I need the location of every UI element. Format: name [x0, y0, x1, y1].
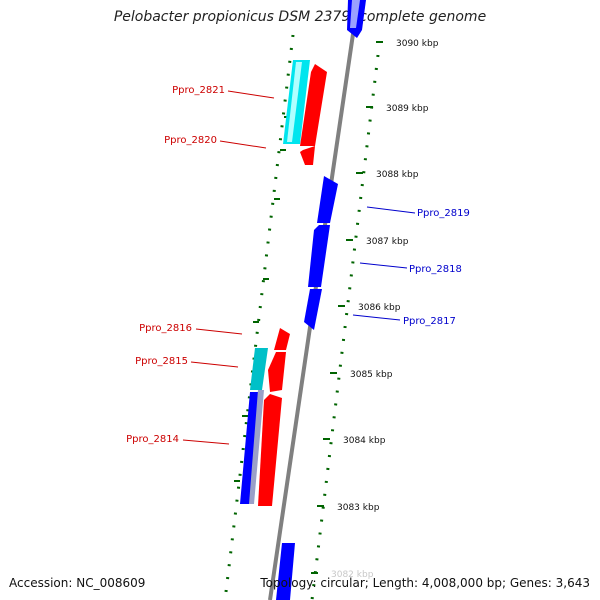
cds-reverse-top-highlight: [350, 0, 360, 28]
scale-label: 3086 kbp: [358, 303, 401, 313]
gene-label: Ppro_2821: [172, 85, 225, 96]
gene-label-leader: [195, 328, 243, 335]
scale-label: 3085 kbp: [350, 370, 393, 380]
rna-2821-highlight: [287, 62, 302, 142]
scale-label: 3087 kbp: [366, 237, 409, 247]
scale-label: 3084 kbp: [343, 436, 386, 446]
gene-label-leader: [190, 361, 239, 368]
cds-2818: [308, 225, 330, 287]
feature-layer: 3090 kbp 3089 kbp 3088 kbp 3087 kbp 3086 kbp…: [126, 0, 470, 600]
scale-label: 3088 kbp: [376, 170, 419, 180]
cds-2816: [274, 328, 290, 350]
gene-label-leader: [352, 314, 401, 321]
accession-label: Accession: NC_008609: [9, 576, 146, 590]
gene-label-leader: [227, 90, 275, 99]
gene-label-leader: [182, 439, 230, 445]
cds-2821: [300, 64, 327, 146]
gene-label: Ppro_2820: [164, 135, 217, 146]
cds-2819: [317, 176, 338, 223]
gene-label: Ppro_2817: [403, 316, 456, 327]
gene-label: Ppro_2819: [417, 208, 470, 219]
cds-2815: [268, 352, 286, 392]
scale-label: 3089 kbp: [386, 104, 429, 114]
cds-2817: [304, 289, 322, 330]
cds-2820: [300, 146, 315, 165]
genome-info-label: Topology: circular; Length: 4,008,000 bp…: [260, 576, 590, 590]
rna-2815: [250, 348, 268, 390]
cds-reverse-bottom: [276, 543, 295, 600]
gene-label-leader: [219, 140, 267, 149]
gene-label-leader: [359, 262, 408, 269]
map-title: Pelobacter propionicus DSM 2379, complet…: [113, 9, 487, 25]
gene-label: Ppro_2818: [409, 264, 462, 275]
gene-label: Ppro_2816: [139, 323, 192, 334]
gene-label-leader: [366, 206, 416, 214]
gene-label: Ppro_2815: [135, 356, 188, 367]
gene-label: Ppro_2814: [126, 434, 179, 445]
scale-label: 3083 kbp: [337, 503, 380, 513]
right-tick-track: [310, 54, 380, 600]
scale-label: 3082 kbp: [331, 570, 374, 580]
cds-2814-reverse-highlight: [249, 390, 264, 504]
cds-2814: [258, 394, 282, 506]
scale-label: 3090 kbp: [396, 39, 439, 49]
